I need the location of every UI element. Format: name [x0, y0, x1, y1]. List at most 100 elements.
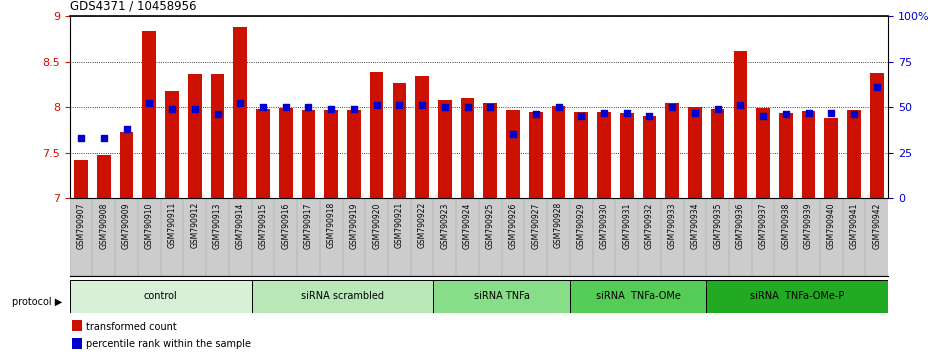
Text: GSM790919: GSM790919 [350, 202, 358, 249]
Bar [392, 84, 406, 198]
Point [665, 104, 680, 110]
Bar [70, 280, 252, 313]
Text: GSM790927: GSM790927 [531, 202, 540, 249]
Bar [575, 112, 588, 198]
Text: siRNA TNFa: siRNA TNFa [473, 291, 529, 302]
Bar [506, 110, 520, 198]
Point [824, 110, 839, 115]
Bar [73, 338, 82, 349]
Point [460, 104, 475, 110]
Text: GSM790909: GSM790909 [122, 202, 131, 249]
Text: GSM790915: GSM790915 [259, 202, 268, 249]
Point [574, 113, 589, 119]
Bar [551, 106, 565, 198]
Text: protocol ▶: protocol ▶ [12, 297, 62, 307]
Text: GSM790918: GSM790918 [326, 202, 336, 249]
Bar [370, 73, 383, 198]
Text: GSM790908: GSM790908 [100, 202, 109, 249]
Point [528, 112, 543, 117]
Point [415, 102, 430, 108]
Bar [279, 108, 293, 198]
Bar [802, 111, 816, 198]
Text: GSM790942: GSM790942 [872, 202, 882, 249]
Point [711, 106, 725, 112]
Point [324, 106, 339, 112]
Text: siRNA  TNFa-OMe-P: siRNA TNFa-OMe-P [750, 291, 844, 302]
Point [119, 126, 134, 132]
Point [642, 113, 657, 119]
Text: GSM790922: GSM790922 [418, 202, 427, 249]
Point [733, 102, 748, 108]
Bar [756, 108, 770, 198]
Bar [120, 132, 133, 198]
Bar [529, 112, 542, 198]
Point [596, 110, 611, 115]
Text: GSM790933: GSM790933 [668, 202, 677, 249]
Bar [73, 320, 82, 331]
Point [73, 135, 88, 141]
Text: GSM790923: GSM790923 [440, 202, 449, 249]
Bar [74, 160, 88, 198]
Bar [597, 112, 611, 198]
Bar [433, 280, 570, 313]
Bar [460, 98, 474, 198]
Text: control: control [144, 291, 178, 302]
Point [301, 104, 316, 110]
Bar [233, 27, 247, 198]
Bar [142, 32, 156, 198]
Bar [779, 114, 792, 198]
Text: GSM790938: GSM790938 [781, 202, 790, 249]
Point [687, 110, 702, 115]
Text: GSM790925: GSM790925 [485, 202, 495, 249]
Bar [188, 74, 202, 198]
Bar [620, 114, 633, 198]
Bar [706, 280, 888, 313]
Bar [484, 103, 498, 198]
Text: GSM790931: GSM790931 [622, 202, 631, 249]
Point [392, 102, 406, 108]
Point [756, 113, 771, 119]
Point [619, 110, 634, 115]
Text: GSM790934: GSM790934 [690, 202, 699, 249]
Bar [734, 51, 747, 198]
Bar [97, 155, 111, 198]
Text: siRNA scrambled: siRNA scrambled [301, 291, 384, 302]
Point [778, 112, 793, 117]
Bar [438, 100, 452, 198]
Text: GSM790930: GSM790930 [600, 202, 608, 249]
Point [483, 104, 498, 110]
Bar [347, 110, 361, 198]
Point [846, 112, 861, 117]
Text: GSM790926: GSM790926 [509, 202, 518, 249]
Bar [256, 109, 270, 198]
Point [256, 104, 271, 110]
Text: GSM790911: GSM790911 [167, 202, 177, 249]
Text: GSM790912: GSM790912 [191, 202, 199, 249]
Text: GSM790907: GSM790907 [76, 202, 86, 249]
Bar [825, 118, 838, 198]
Bar [325, 110, 338, 198]
Text: GSM790928: GSM790928 [554, 202, 563, 249]
Bar [665, 103, 679, 198]
Point [801, 110, 816, 115]
Point [165, 106, 179, 112]
Text: GSM790941: GSM790941 [849, 202, 858, 249]
Bar [847, 110, 861, 198]
Text: transformed count: transformed count [86, 321, 177, 332]
Bar [643, 116, 657, 198]
Point [369, 102, 384, 108]
Point [506, 132, 521, 137]
Text: GSM790913: GSM790913 [213, 202, 222, 249]
Text: GSM790937: GSM790937 [759, 202, 767, 249]
Bar [711, 109, 724, 198]
Bar [870, 73, 884, 198]
Bar [688, 107, 702, 198]
Text: GSM790921: GSM790921 [395, 202, 404, 249]
Point [187, 106, 202, 112]
Point [347, 106, 362, 112]
Text: GSM790916: GSM790916 [281, 202, 290, 249]
Point [870, 84, 884, 90]
Text: siRNA  TNFa-OMe: siRNA TNFa-OMe [595, 291, 681, 302]
Bar [211, 74, 224, 198]
Point [551, 104, 566, 110]
